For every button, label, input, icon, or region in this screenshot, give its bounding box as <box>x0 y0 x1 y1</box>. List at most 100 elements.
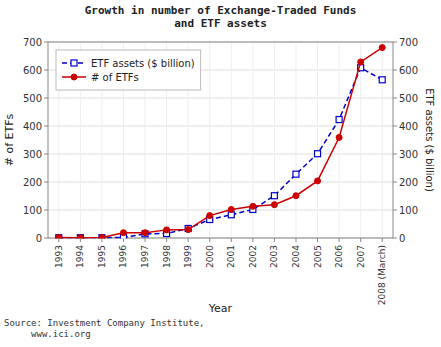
y2-tick-label: 500 <box>399 93 418 104</box>
x-tick-label: 2003 <box>269 245 279 268</box>
series-line <box>59 48 382 238</box>
y2-tick-label: 700 <box>399 37 418 48</box>
y-tick-label: 500 <box>23 93 42 104</box>
point <box>379 77 385 83</box>
grid-line-x <box>209 42 210 238</box>
grid-line-x <box>317 42 318 238</box>
point <box>315 178 321 184</box>
y-axis-label: # of ETFs <box>3 113 16 166</box>
x-tick-label: 2008 (March) <box>377 245 387 305</box>
x-tick <box>145 238 146 242</box>
point <box>120 230 126 236</box>
x-axis-label: Year <box>208 302 233 315</box>
y2-tick <box>393 42 397 43</box>
grid-line <box>48 98 393 99</box>
x-tick-label: 1999 <box>183 245 193 268</box>
point <box>185 227 191 233</box>
point <box>56 235 62 239</box>
x-tick <box>209 238 210 242</box>
plot-frame <box>48 42 393 238</box>
point <box>336 134 342 140</box>
x-tick <box>123 238 124 242</box>
y2-tick-label: 300 <box>399 149 418 160</box>
x-tick-label: 1996 <box>118 245 128 268</box>
y-tick-label: 200 <box>23 177 42 188</box>
x-tick <box>382 238 383 242</box>
point <box>293 193 299 199</box>
y-tick-label: 300 <box>23 149 42 160</box>
y-tick <box>44 182 48 183</box>
y-tick-label: 100 <box>23 205 42 216</box>
y-tick-label: 700 <box>23 37 42 48</box>
x-tick <box>166 238 167 242</box>
title: Growth in number of Exchange-Traded Fund… <box>85 4 357 30</box>
point <box>271 193 277 199</box>
x-tick <box>252 238 253 242</box>
y-tick <box>44 210 48 211</box>
y2-tick <box>393 126 397 127</box>
y2-tick <box>393 98 397 99</box>
x-tick <box>295 238 296 242</box>
legend-label: # of ETFs <box>91 72 139 83</box>
grid <box>48 42 393 238</box>
x-tick-label: 2001 <box>226 245 236 268</box>
point <box>293 171 299 177</box>
y2-tick <box>393 154 397 155</box>
y-tick <box>44 42 48 43</box>
point <box>71 74 77 80</box>
grid-line <box>48 182 393 183</box>
y-tick <box>44 70 48 71</box>
grid-line-x <box>382 42 383 238</box>
grid-line-x <box>295 42 296 238</box>
point <box>379 45 385 51</box>
y-tick <box>44 126 48 127</box>
grid-line <box>48 154 393 155</box>
point <box>56 234 62 238</box>
x-tick <box>58 238 59 242</box>
y2-tick-label: 400 <box>399 121 418 132</box>
x-tick-label: 2004 <box>291 245 301 268</box>
chart: Growth in number of Exchange-Traded Fund… <box>0 0 441 347</box>
x-tick-label: 2006 <box>334 245 344 268</box>
grid-line <box>48 126 393 127</box>
x-tick <box>339 238 340 242</box>
x-tick <box>101 238 102 242</box>
point <box>250 203 256 209</box>
x-tick-label: 1993 <box>54 245 64 268</box>
point <box>164 227 170 233</box>
y2-tick <box>393 70 397 71</box>
point <box>228 206 234 212</box>
point <box>142 230 148 236</box>
point <box>71 60 77 66</box>
point <box>77 235 83 239</box>
y-tick <box>44 154 48 155</box>
y2-tick-label: 600 <box>399 65 418 76</box>
grid-line-x <box>360 42 361 238</box>
x-tick-label: 2005 <box>313 245 323 268</box>
grid-line-x <box>274 42 275 238</box>
y2-axis-label: ETF assets ($ billion) <box>424 88 435 192</box>
y2-tick-label: 100 <box>399 205 418 216</box>
y2-tick <box>393 238 397 239</box>
y2-tick <box>393 182 397 183</box>
legend-box <box>56 50 201 90</box>
x-tick-label: 2002 <box>248 245 258 268</box>
x-tick-label: 1995 <box>97 245 107 268</box>
y-tick-label: 400 <box>23 121 42 132</box>
marks <box>56 45 385 239</box>
y-tick-label: 0 <box>36 233 42 244</box>
point <box>207 213 213 219</box>
point <box>99 235 105 239</box>
x-tick-label: 1998 <box>162 245 172 268</box>
point <box>315 151 321 157</box>
legend: ETF assets ($ billion)# of ETFs <box>56 50 201 90</box>
point <box>99 234 105 238</box>
y2-tick <box>393 210 397 211</box>
y-tick <box>44 238 48 239</box>
point <box>271 202 277 208</box>
x-tick <box>188 238 189 242</box>
series <box>56 45 385 239</box>
source-note: Source: Investment Company Institute, ww… <box>4 318 204 339</box>
x-tick-label: 1997 <box>140 245 150 268</box>
x-tick <box>360 238 361 242</box>
